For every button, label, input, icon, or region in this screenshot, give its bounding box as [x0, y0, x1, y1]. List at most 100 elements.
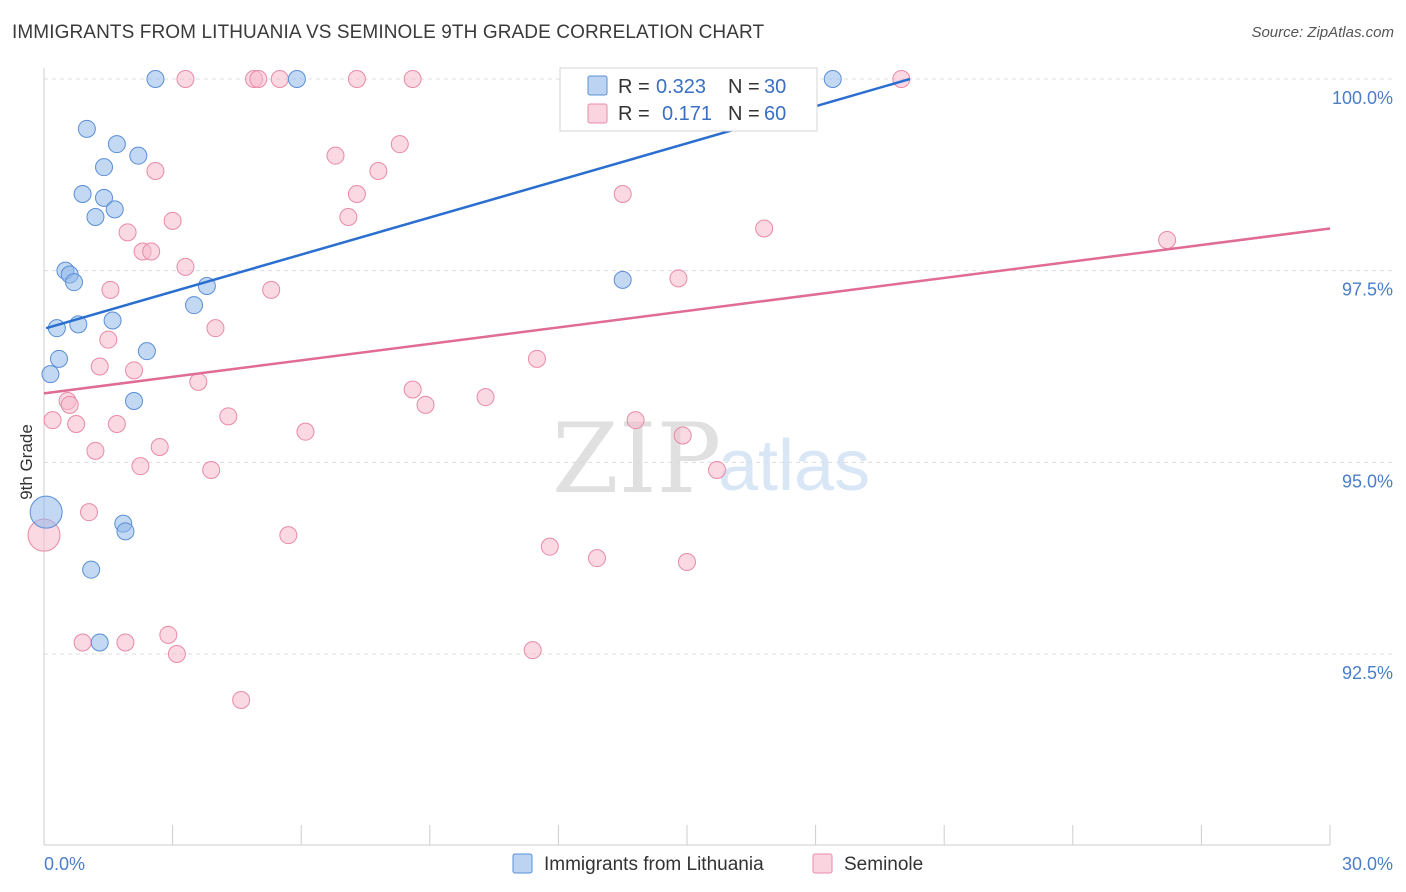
seminole-point-14 [163, 211, 182, 230]
series-seminole-points [27, 70, 1177, 709]
seminole-point-40 [296, 422, 315, 441]
seminole-point-5 [403, 70, 422, 88]
lithuania-point-26 [116, 522, 135, 541]
seminole-point-51 [587, 549, 606, 568]
lithuania-point-21 [50, 349, 69, 368]
lithuania-point-9 [105, 200, 124, 219]
y-tick-label-3: 100.0% [1332, 88, 1393, 108]
seminole-point-23 [262, 280, 281, 299]
seminole-point-12 [613, 185, 632, 203]
seminole-point-52 [678, 553, 696, 571]
gridlines [44, 78, 1392, 655]
seminole-point-22 [101, 280, 120, 299]
x-tick-label-max: 30.0% [1342, 854, 1393, 874]
seminole-point-30 [403, 380, 422, 399]
seminole-point-7 [390, 135, 409, 154]
seminole-point-38 [107, 415, 126, 433]
series-lithuania-points [29, 70, 842, 652]
seminole-point-43 [86, 441, 105, 460]
seminole-point-2 [249, 70, 268, 88]
seminole-point-19 [142, 242, 161, 261]
legend-n-value-seminole: 60 [764, 103, 786, 125]
seminole-point-21 [669, 269, 688, 288]
lithuania-point-27 [82, 560, 101, 579]
seminole-point-41 [673, 426, 692, 445]
bottom-legend-label-seminole: Seminole [844, 854, 923, 875]
seminole-point-58 [232, 691, 251, 709]
seminole-point-24 [206, 319, 225, 338]
seminole-point-10 [146, 162, 165, 180]
y-axis-title: 9th Grade [17, 424, 36, 500]
seminole-point-20 [176, 257, 195, 276]
legend-n-label-lithuania: N = [728, 76, 760, 98]
seminole-point-4 [347, 70, 366, 88]
lithuania-point-3 [77, 119, 96, 138]
seminole-point-26 [527, 349, 546, 368]
lithuania-point-0 [146, 70, 165, 88]
seminole-trendline [43, 227, 1331, 395]
seminole-point-44 [131, 457, 150, 476]
seminole-point-54 [116, 633, 135, 652]
seminole-point-33 [60, 395, 79, 414]
chart-title: IMMIGRANTS FROM LITHUANIA VS SEMINOLE 9T… [12, 22, 765, 43]
y-tick-label-1: 95.0% [1342, 471, 1393, 491]
lithuania-point-10 [86, 208, 105, 226]
seminole-point-45 [202, 461, 221, 479]
seminole-point-3 [270, 70, 289, 88]
seminole-point-31 [476, 388, 495, 407]
bottom-legend-swatch-lithuania [512, 853, 533, 874]
seminole-point-36 [43, 411, 62, 430]
seminole-point-53 [73, 633, 92, 652]
seminole-point-8 [326, 146, 345, 165]
seminole-point-0 [176, 70, 195, 88]
lithuania-point-6 [95, 158, 114, 177]
x-tick-label-min: 0.0% [44, 854, 85, 874]
x-tick-labels: 0.0% 30.0% [44, 854, 1393, 874]
lithuania-point-4 [107, 135, 126, 154]
bottom-legend-label-lithuania: Immigrants from Lithuania [544, 854, 764, 875]
axes [43, 68, 1331, 846]
bottom-legend-swatch-seminole [812, 853, 833, 874]
series-legend: Immigrants from Lithuania Seminole [512, 853, 923, 875]
y-tick-label-2: 97.5% [1342, 280, 1393, 300]
watermark: ZIP atlas [552, 403, 870, 515]
seminole-point-11 [347, 185, 366, 203]
legend-r-value-lithuania: 0.323 [656, 76, 706, 98]
lithuania-point-16 [185, 296, 204, 315]
seminole-point-37 [67, 415, 86, 433]
seminole-point-29 [189, 372, 208, 391]
seminole-point-34 [416, 395, 435, 414]
lithuania-point-28 [90, 633, 109, 652]
seminole-point-49 [279, 526, 298, 545]
seminole-point-17 [1158, 231, 1177, 249]
correlation-legend: R = 0.323 N = 30 R = 0.171 N = 60 [559, 67, 818, 132]
lithuania-point-24 [29, 495, 63, 529]
legend-swatch-seminole [587, 103, 608, 124]
seminole-point-57 [523, 641, 542, 660]
lithuania-point-2 [823, 70, 842, 88]
lithuania-point-15 [613, 270, 632, 289]
seminole-point-28 [125, 361, 144, 380]
lithuania-point-23 [125, 392, 144, 410]
seminole-point-9 [369, 162, 388, 180]
lithuania-point-1 [287, 70, 306, 88]
seminole-point-47 [80, 503, 99, 522]
legend-swatch-lithuania [587, 75, 608, 96]
legend-n-label-seminole: N = [728, 103, 760, 125]
legend-r-label-lithuania: R = [618, 76, 650, 98]
seminole-point-25 [99, 330, 118, 349]
seminole-point-46 [708, 461, 727, 479]
legend-r-value-seminole: 0.171 [662, 103, 712, 125]
seminole-point-13 [339, 208, 358, 226]
seminole-point-16 [118, 223, 137, 242]
chart-source: Source: ZipAtlas.com [1251, 24, 1394, 41]
lithuania-point-5 [129, 146, 148, 165]
seminole-point-39 [626, 411, 645, 430]
lithuania-point-20 [137, 342, 156, 361]
seminole-point-42 [150, 438, 169, 456]
seminole-point-50 [540, 537, 559, 556]
lithuania-point-17 [103, 311, 122, 330]
seminole-point-55 [159, 625, 178, 644]
